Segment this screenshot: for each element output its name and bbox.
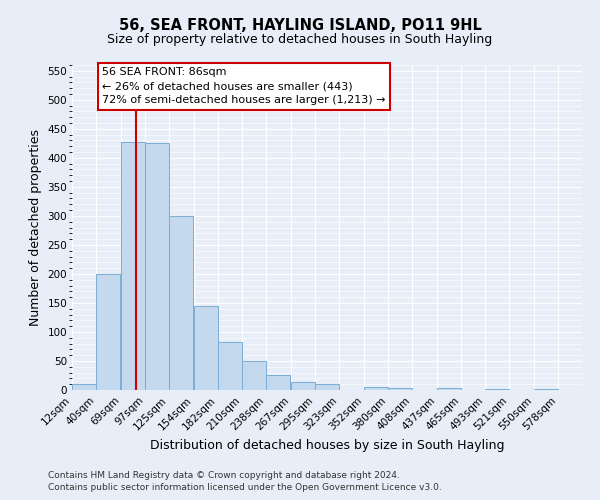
- Bar: [169, 216, 193, 390]
- Bar: [364, 387, 388, 390]
- Y-axis label: Number of detached properties: Number of detached properties: [29, 129, 42, 326]
- Bar: [437, 388, 461, 390]
- Text: 56, SEA FRONT, HAYLING ISLAND, PO11 9HL: 56, SEA FRONT, HAYLING ISLAND, PO11 9HL: [119, 18, 481, 32]
- Bar: [266, 376, 290, 390]
- X-axis label: Distribution of detached houses by size in South Hayling: Distribution of detached houses by size …: [150, 438, 504, 452]
- Text: Contains HM Land Registry data © Crown copyright and database right 2024.: Contains HM Land Registry data © Crown c…: [48, 471, 400, 480]
- Bar: [194, 306, 218, 390]
- Bar: [291, 382, 315, 390]
- Bar: [388, 388, 412, 390]
- Bar: [242, 361, 266, 390]
- Text: Size of property relative to detached houses in South Hayling: Size of property relative to detached ho…: [107, 32, 493, 46]
- Bar: [534, 389, 558, 390]
- Text: 56 SEA FRONT: 86sqm
← 26% of detached houses are smaller (443)
72% of semi-detac: 56 SEA FRONT: 86sqm ← 26% of detached ho…: [102, 68, 386, 106]
- Text: Contains public sector information licensed under the Open Government Licence v3: Contains public sector information licen…: [48, 484, 442, 492]
- Bar: [121, 142, 145, 390]
- Bar: [218, 342, 242, 390]
- Bar: [485, 389, 509, 390]
- Bar: [96, 274, 120, 390]
- Bar: [145, 144, 169, 390]
- Bar: [72, 384, 96, 390]
- Bar: [315, 384, 339, 390]
